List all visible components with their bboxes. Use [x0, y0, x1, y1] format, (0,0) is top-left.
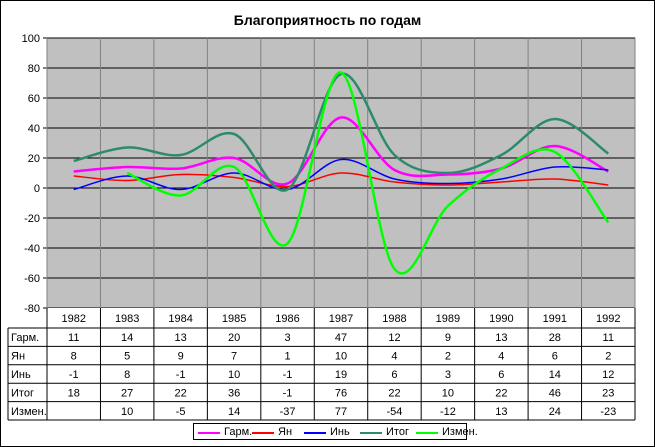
table-cell: 13 — [495, 332, 507, 344]
table-cell: 10 — [442, 387, 454, 399]
table-cell: 18 — [68, 387, 80, 399]
table-cell: 6 — [498, 369, 504, 381]
table-cell: 2 — [605, 351, 611, 363]
table-cell: 36 — [228, 387, 240, 399]
table-cell: 8 — [71, 351, 77, 363]
table-cell: 22 — [175, 387, 187, 399]
x-tick-label: 1983 — [115, 313, 139, 325]
series-line-5 — [126, 71, 610, 275]
table-cell: 14 — [228, 406, 240, 418]
table-cell: 13 — [495, 406, 507, 418]
table-cell: -1 — [283, 369, 293, 381]
y-tick-label: -20 — [24, 213, 40, 225]
table-cell: 24 — [549, 406, 561, 418]
x-tick-label: 1992 — [596, 313, 620, 325]
table-cell: -54 — [387, 406, 403, 418]
table-header-bg — [47, 308, 635, 328]
x-tick-label: 1989 — [436, 313, 460, 325]
table-cell: 4 — [498, 351, 504, 363]
y-tick-label: -80 — [24, 303, 40, 315]
table-cell: 22 — [388, 387, 400, 399]
y-tick-label: 0 — [34, 183, 40, 195]
table-cell: 28 — [549, 332, 561, 344]
series-line-4 — [73, 72, 610, 192]
table-cell: 20 — [228, 332, 240, 344]
x-tick-label: 1988 — [382, 313, 406, 325]
table-cell: 6 — [391, 369, 397, 381]
x-tick-label: 1991 — [543, 313, 567, 325]
table-row-label: Ян — [11, 351, 25, 363]
table-cell: -23 — [600, 406, 616, 418]
table-cell: 12 — [602, 369, 614, 381]
series-line-2 — [73, 172, 609, 188]
table-cell: 6 — [552, 351, 558, 363]
table-cell: 3 — [445, 369, 451, 381]
table-cell: 19 — [335, 369, 347, 381]
table-cell: 76 — [335, 387, 347, 399]
table-row-label: Гарм. — [11, 332, 39, 344]
legend-swatch — [416, 432, 438, 434]
y-tick-label: 20 — [28, 153, 40, 165]
legend-swatch — [198, 432, 220, 434]
legend-label: Ян — [278, 426, 293, 438]
x-tick-label: 1984 — [168, 313, 192, 325]
table-cell: 77 — [335, 406, 347, 418]
table-cell: 14 — [121, 332, 133, 344]
table-cell: 11 — [603, 332, 614, 344]
table-cell: 9 — [445, 332, 451, 344]
legend-label: Итог — [386, 426, 409, 438]
x-tick-label: 1990 — [489, 313, 513, 325]
table-cell: 3 — [284, 332, 290, 344]
table-cell: 47 — [335, 332, 347, 344]
table-cell: 27 — [121, 387, 133, 399]
legend-label: Гарм. — [224, 426, 253, 438]
y-tick-label: 80 — [28, 63, 40, 75]
legend-swatch — [252, 432, 274, 434]
table-cell: 12 — [388, 332, 400, 344]
table-cell: 8 — [124, 369, 130, 381]
table-cell: 5 — [124, 351, 130, 363]
x-tick-label: 1987 — [329, 313, 353, 325]
x-tick-label: 1986 — [275, 313, 299, 325]
table-cell: 11 — [68, 332, 79, 344]
table-row-label: Инь — [11, 369, 31, 381]
table-cell: 9 — [178, 351, 184, 363]
table-cell: 14 — [549, 369, 561, 381]
table-cell: -1 — [176, 369, 186, 381]
chart-title: Благоприятность по годам — [233, 12, 422, 28]
table-cell: 10 — [228, 369, 240, 381]
table-cell: -12 — [440, 406, 456, 418]
table-cell: 23 — [602, 387, 614, 399]
chart-legend: Гарм. Ян Инь Итог Измен. — [193, 423, 478, 440]
table-row-label: Итог — [11, 387, 34, 399]
table-cell: 10 — [335, 351, 347, 363]
table-cell: -1 — [283, 387, 293, 399]
y-tick-label: -60 — [24, 273, 40, 285]
table-cell: 2 — [445, 351, 451, 363]
table-cell: 46 — [549, 387, 561, 399]
table-cell: -1 — [69, 369, 79, 381]
table-cell: -37 — [280, 406, 296, 418]
legend-swatch — [360, 432, 382, 434]
table-cell: 7 — [231, 351, 237, 363]
y-tick-label: -40 — [24, 243, 40, 255]
series-line-1 — [73, 116, 609, 186]
y-tick-label: 60 — [28, 93, 40, 105]
legend-swatch — [304, 432, 326, 434]
y-tick-label: 40 — [28, 123, 40, 135]
table-cell: -5 — [176, 406, 186, 418]
table-cell: 1 — [284, 351, 290, 363]
legend-label: Измен. — [442, 426, 478, 438]
table-row-label: Измен. — [11, 406, 47, 418]
x-tick-label: 1982 — [61, 313, 85, 325]
legend-label: Инь — [330, 426, 350, 438]
table-cell: 4 — [391, 351, 397, 363]
table-cell: 13 — [175, 332, 187, 344]
y-tick-label: 100 — [22, 33, 40, 45]
table-cell: 10 — [121, 406, 133, 418]
x-tick-label: 1985 — [222, 313, 246, 325]
table-cell: 22 — [495, 387, 507, 399]
series-line-3 — [73, 158, 609, 191]
